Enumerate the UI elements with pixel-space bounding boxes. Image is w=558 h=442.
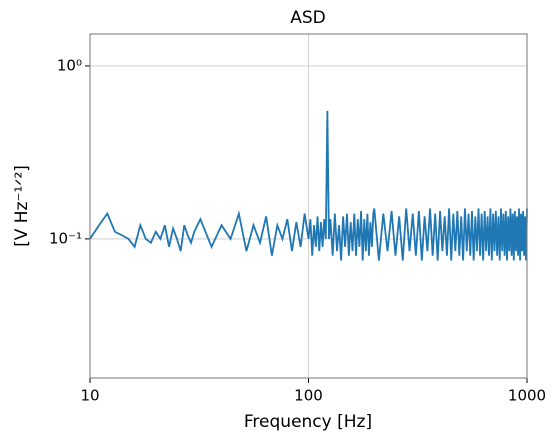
x-tick-label: 1000 bbox=[508, 387, 546, 405]
plot-frame bbox=[89, 33, 528, 379]
x-axis-label: Frequency [Hz] bbox=[244, 412, 372, 432]
line bbox=[89, 110, 528, 261]
y-axis-label: [V Hz⁻¹ᐟ²] bbox=[12, 165, 32, 247]
y-tick-label: 10⁰ bbox=[57, 56, 82, 74]
x-tick-label: 100 bbox=[294, 387, 323, 405]
x-tick-label: 10 bbox=[80, 387, 99, 405]
y-tick-label: 10⁻¹ bbox=[49, 229, 82, 247]
chart-title: ASD bbox=[290, 8, 326, 28]
